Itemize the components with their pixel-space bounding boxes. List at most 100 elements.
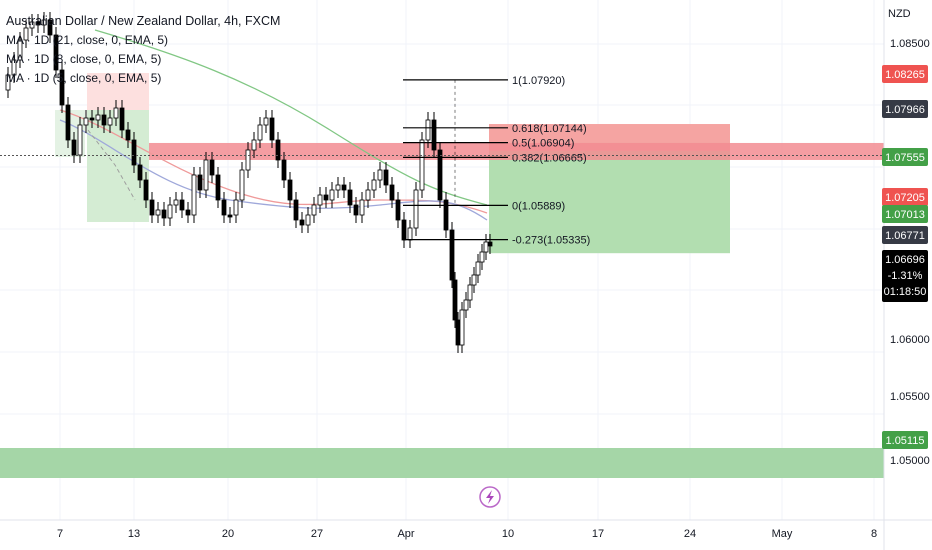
candle-body: [475, 261, 481, 276]
price-tag-bg: [882, 205, 928, 223]
candle-body: [149, 199, 155, 216]
x-tick-label: Apr: [397, 528, 414, 540]
candle-body: [245, 149, 251, 171]
candle-body: [455, 319, 461, 346]
candle-body: [203, 159, 209, 191]
price-tag-bg: [882, 65, 928, 83]
current-price-value: 1.06696: [885, 254, 925, 266]
candle-body: [263, 117, 269, 126]
candle-body: [215, 174, 221, 201]
candle-body: [185, 209, 191, 216]
current-price-tag-bg: [882, 250, 928, 302]
candle-body: [119, 107, 125, 131]
candle-body: [191, 174, 197, 216]
candle-body: [467, 284, 473, 301]
candle-body: [179, 199, 185, 211]
candle-body: [335, 184, 341, 191]
x-tick-label: 13: [128, 528, 140, 540]
candle-body: [383, 169, 389, 186]
candle-body: [59, 69, 65, 106]
candle-body: [287, 179, 293, 201]
candle-body: [89, 117, 95, 121]
candle-body: [413, 189, 419, 229]
candle-body: [425, 119, 431, 141]
candle-body: [449, 229, 455, 281]
candle-body: [483, 241, 489, 253]
candle-body: [275, 139, 281, 161]
candle-body: [5, 74, 11, 91]
candle-body: [377, 169, 383, 181]
candle-body: [459, 309, 465, 346]
y-tick-label: 1.08500: [890, 38, 930, 50]
candle-body: [431, 119, 437, 151]
x-tick-label: 7: [57, 528, 63, 540]
price-tag-bg: [882, 100, 928, 118]
candle-body: [167, 204, 173, 219]
price-tag-bg: [882, 431, 928, 449]
candle-body: [389, 184, 395, 201]
candle-body: [371, 179, 377, 191]
past-stop-zone: [87, 73, 149, 110]
candle-body: [23, 27, 29, 41]
candle-body: [17, 39, 23, 61]
candle-body: [197, 174, 203, 191]
candle-body: [487, 241, 493, 247]
candle-body: [329, 189, 335, 201]
candle-body: [239, 169, 245, 201]
candle-body: [221, 199, 227, 216]
x-tick-label: 8: [871, 528, 877, 540]
take-profit-zone: [489, 150, 730, 254]
candle-body: [83, 117, 89, 126]
price-tag-label: 1.07205: [885, 192, 925, 204]
candle-body: [443, 199, 449, 231]
candle-body: [257, 124, 263, 141]
candle-body: [269, 117, 275, 141]
event-lightning-icon: [479, 486, 501, 508]
candle-body: [407, 227, 413, 241]
current-price-countdown: 01:18:50: [884, 286, 927, 298]
candle-body: [347, 189, 353, 206]
candle-body: [53, 34, 59, 71]
candle-body: [131, 139, 137, 166]
price-tag-label: 1.07555: [885, 152, 925, 164]
x-tick-label: 17: [592, 528, 604, 540]
candle-body: [311, 204, 317, 216]
candle-body: [281, 159, 287, 181]
candle-body: [29, 21, 35, 29]
candle-body: [47, 19, 53, 36]
x-tick-label: 24: [684, 528, 696, 540]
candle-body: [395, 199, 401, 221]
candle-body: [479, 251, 485, 263]
price-tag-label: 1.07013: [885, 209, 925, 221]
price-tag-label: 1.06771: [885, 230, 925, 242]
projection-line: [87, 129, 136, 201]
candle-body: [419, 139, 425, 191]
candle-body: [173, 199, 179, 206]
candle-body: [11, 59, 17, 76]
candle-body: [293, 199, 299, 221]
price-tag-bg: [882, 148, 928, 166]
x-tick-label: 20: [222, 528, 234, 540]
price-tag-label: 1.07966: [885, 104, 925, 116]
candle-body: [41, 19, 47, 26]
candle-body: [359, 199, 365, 216]
x-tick-label: 10: [502, 528, 514, 540]
x-tick-label: May: [772, 528, 793, 540]
candle-body: [365, 189, 371, 201]
candle-body: [233, 199, 239, 216]
y-tick-label: 1.06000: [890, 334, 930, 346]
currency-label: NZD: [888, 8, 911, 20]
candle-body: [353, 204, 359, 216]
fib-level-label: 0.382(1.06665): [512, 152, 587, 164]
candle-body: [71, 139, 77, 156]
fib-level-label: 1(1.07920): [512, 75, 565, 87]
current-price-change: -1.31%: [888, 270, 923, 282]
candle-body: [113, 107, 119, 119]
price-tag-label: 1.08265: [885, 69, 925, 81]
y-tick-label: 1.05000: [890, 455, 930, 467]
candle-body: [341, 184, 347, 191]
event-icon-bolt: [486, 490, 494, 504]
candle-body: [471, 274, 477, 286]
candle-body: [65, 104, 71, 141]
